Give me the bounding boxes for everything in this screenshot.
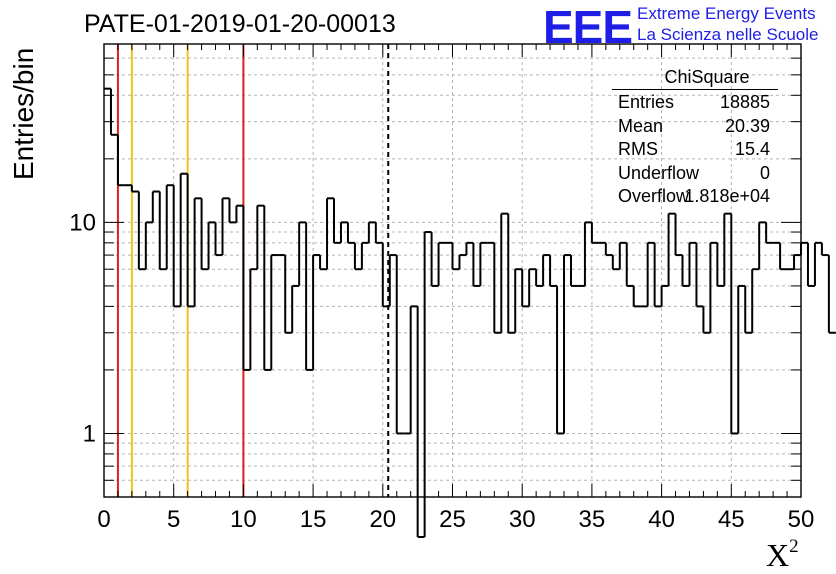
x-tick-label: 0	[97, 506, 110, 533]
x-tick-label: 20	[369, 506, 396, 533]
stats-title: ChiSquare	[664, 67, 750, 87]
logo-line-1: Extreme Energy Events	[637, 4, 816, 23]
stats-row-overflow: Overflow 1.818e+04	[612, 186, 778, 210]
stats-key: Underflow	[618, 162, 700, 183]
x-tick-label: 15	[300, 506, 327, 533]
y-axis-title: Entries/bin	[8, 47, 39, 180]
x-tick-label: 40	[648, 506, 675, 533]
stats-divider	[612, 89, 778, 90]
x-tick-label: 45	[718, 506, 745, 533]
x-tick-label: 50	[788, 506, 815, 533]
stats-value: 20.39	[724, 115, 770, 136]
stats-box: ChiSquare Entries 18885 Mean 20.39 RMS 1…	[612, 66, 778, 210]
x-tick-label: 25	[439, 506, 466, 533]
stats-key: Mean	[618, 115, 664, 136]
x-tick-label: 35	[579, 506, 606, 533]
y-tick-label: 10	[69, 209, 96, 236]
y-tick-label: 1	[83, 420, 96, 447]
logo-mark: EEE	[543, 1, 633, 53]
tick-labels: 0 5 10 15 20 25 30 35 40 45 50 1 10	[69, 209, 814, 533]
stats-row-rms: RMS 15.4	[612, 139, 778, 163]
histogram-series	[104, 87, 836, 538]
grid	[104, 44, 801, 497]
stats-row-mean: Mean 20.39	[612, 116, 778, 140]
stats-key: Overflow	[618, 186, 690, 206]
stats-row-entries: Entries 18885	[612, 92, 778, 116]
stats-value: 18885	[719, 92, 770, 112]
reference-lines	[116, 44, 390, 497]
logo-line-2: La Scienza nelle Scuole	[637, 25, 819, 44]
stats-key: RMS	[618, 139, 658, 159]
x-axis-title: X2	[766, 536, 799, 573]
x-tick-label: 10	[230, 506, 257, 533]
eee-logo: EEE Extreme Energy Events La Scienza nel…	[543, 1, 833, 53]
stats-key: Entries	[618, 92, 675, 112]
axis-ticks	[103, 44, 802, 497]
x-tick-label: 30	[509, 506, 536, 533]
stats-value: 0	[759, 162, 770, 183]
stats-value: 15.4	[734, 139, 770, 159]
run-title: PATE-01-2019-01-20-00013	[84, 10, 396, 38]
stats-row-underflow: Underflow 0	[612, 163, 778, 187]
stats-value: 1.818e+04	[684, 186, 770, 206]
x-tick-label: 5	[167, 506, 180, 533]
